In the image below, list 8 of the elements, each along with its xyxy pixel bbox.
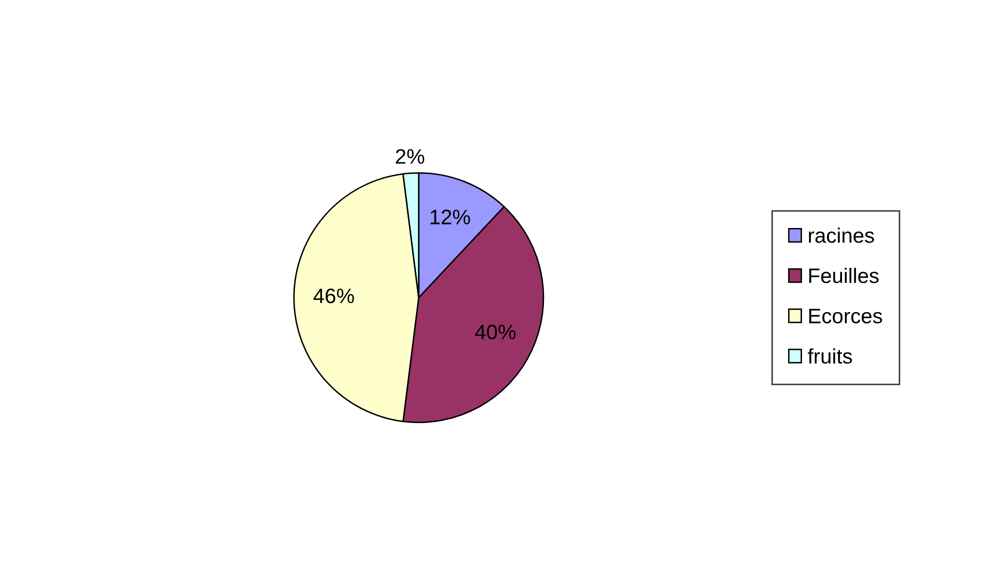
data-label: 40% [475, 324, 516, 340]
legend-label: fruits [808, 348, 852, 364]
legend-label: Feuilles [809, 268, 879, 284]
data-label: 2% [396, 149, 424, 164]
legend-label: Ecorces [809, 308, 882, 324]
data-label: 12% [430, 210, 470, 224]
data-label: 46% [314, 288, 354, 304]
legend-label: racines [808, 228, 874, 243]
